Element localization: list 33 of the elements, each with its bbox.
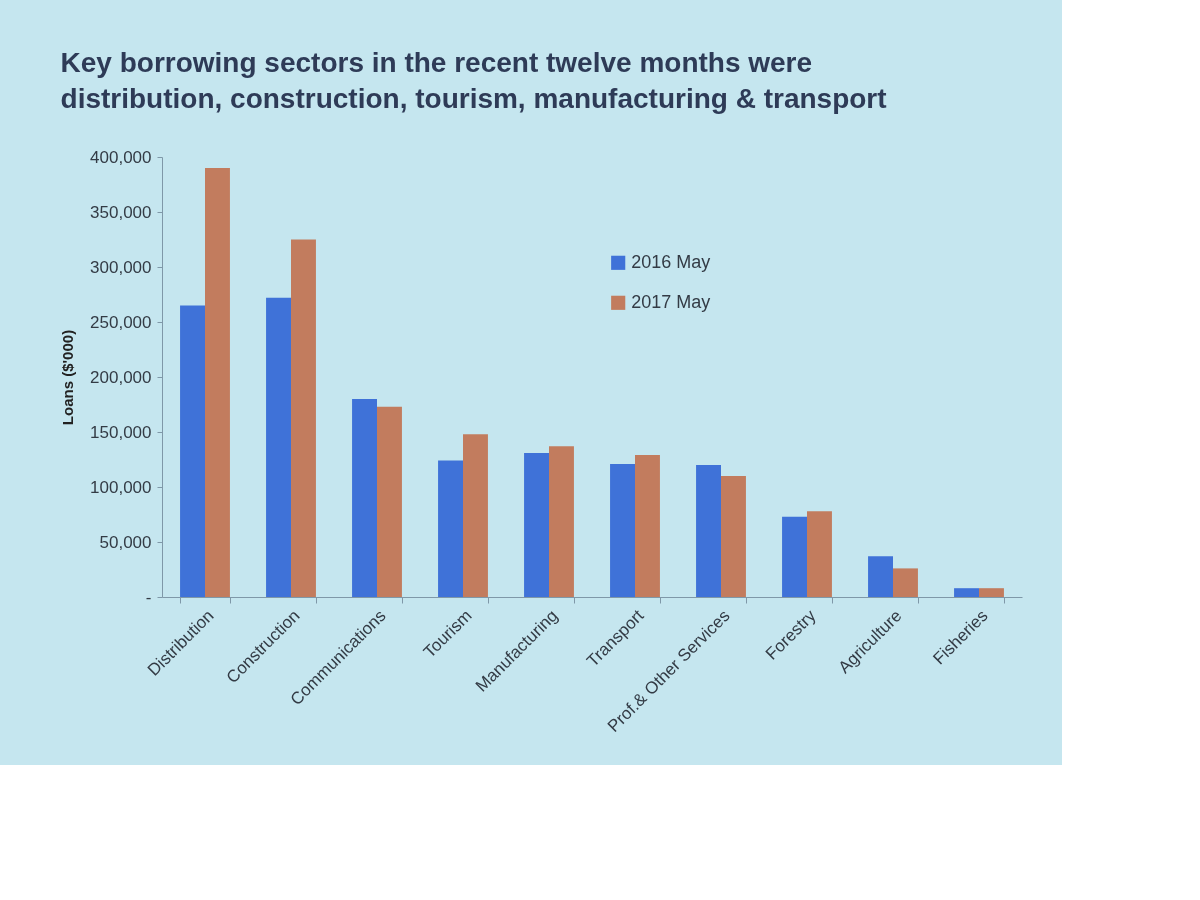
bar [438, 460, 463, 597]
bar [721, 476, 746, 597]
y-tick-label: 250,000 [90, 312, 152, 332]
y-tick-label: 100,000 [90, 477, 152, 497]
bar [524, 452, 549, 597]
y-tick-label: - [145, 587, 152, 607]
y-tick-label: 350,000 [90, 202, 152, 222]
bar [180, 305, 205, 597]
y-tick-label: 50,000 [99, 532, 152, 552]
bar [635, 455, 660, 597]
y-tick-label: 200,000 [90, 367, 152, 387]
bar [954, 588, 979, 597]
chart-title: Key borrowing sectors in the recent twelve months were distribution, construction, tourism, manufacturing & transport [60, 47, 887, 114]
bar [782, 516, 807, 597]
legend-label: 2016 May [631, 251, 711, 272]
y-tick-label: 150,000 [90, 422, 152, 442]
bar [807, 511, 832, 597]
bar [549, 446, 574, 597]
bar [610, 463, 635, 597]
legend-label: 2017 May [631, 291, 711, 312]
y-tick-label: 300,000 [90, 257, 152, 277]
y-tick-label: 400,000 [90, 147, 152, 167]
bar [291, 239, 316, 597]
bar [463, 434, 488, 597]
bar [979, 588, 1004, 597]
bar [352, 399, 377, 597]
bar [893, 568, 918, 597]
y-axis-title: Loans ($'000) [59, 329, 77, 426]
bar [205, 168, 230, 597]
bar [868, 556, 893, 597]
bar [377, 406, 402, 597]
bar [696, 465, 721, 597]
bar [266, 297, 291, 597]
